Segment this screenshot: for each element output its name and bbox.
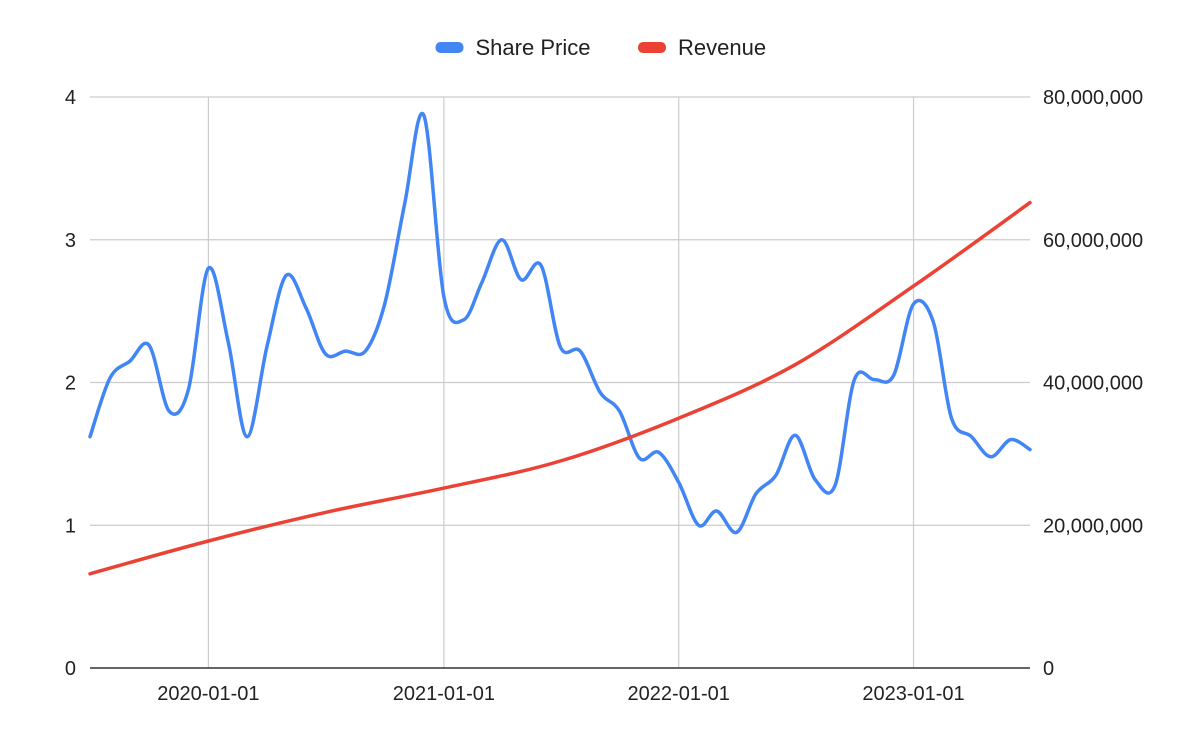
legend[interactable]: Share Price Revenue	[435, 35, 767, 60]
y-right-tick-label: 40,000,000	[1043, 373, 1143, 395]
y-left-tick-label: 1	[65, 515, 76, 537]
series-line-revenue[interactable]	[88, 200, 1032, 576]
x-tick-label: 2022-01-01	[628, 683, 730, 705]
x-tick-label: 2021-01-01	[393, 683, 495, 705]
x-tick-label: 2020-01-01	[157, 683, 259, 705]
legend-item-revenue[interactable]: Revenue	[638, 35, 766, 60]
legend-swatch	[638, 42, 666, 53]
y-left-tick-label: 2	[65, 373, 76, 395]
y-left-tick-label: 0	[65, 658, 76, 680]
axes: 0 1 2 3 4 0 20,000,000 40,000,000 60,000,000 80,0…	[65, 87, 1143, 705]
legend-item-share-price[interactable]: Share Price	[435, 35, 591, 60]
y-right-tick-label: 80,000,000	[1043, 87, 1143, 109]
legend-label: Revenue	[678, 35, 766, 60]
legend-swatch	[435, 42, 464, 53]
gridlines	[90, 96, 1030, 668]
y-right-tick-label: 20,000,000	[1043, 515, 1143, 537]
y-left-tick-label: 4	[65, 87, 76, 109]
x-tick-label: 2023-01-01	[862, 683, 964, 705]
legend-label: Share Price	[476, 35, 591, 60]
y-right-tick-label: 0	[1043, 658, 1054, 680]
series-lines	[88, 111, 1032, 576]
series-line-share-price[interactable]	[88, 111, 1032, 535]
y-left-tick-label: 3	[65, 230, 76, 252]
y-right-tick-label: 60,000,000	[1043, 230, 1143, 252]
